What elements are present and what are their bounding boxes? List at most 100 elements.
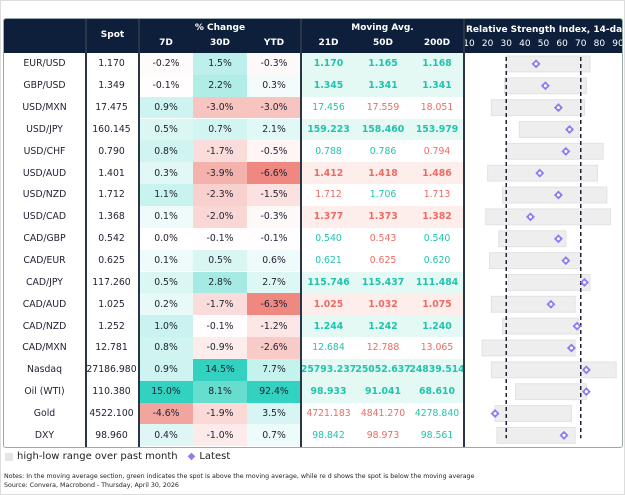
spot-value: 1.368 — [98, 211, 125, 223]
table-row: USD/MXN 17.475 0.9% -3.0% -3.0% 17.456 17.559 1… — [4, 96, 622, 119]
ma-21d-cell: 4721.183 — [306, 407, 351, 419]
change-30d-cell: -0.1% — [193, 315, 247, 337]
market-table: Spot % Change 7D 30D YTD Moving Avg. 21D… — [3, 18, 623, 448]
spot-value: 160.145 — [92, 123, 131, 135]
change-ytd-cell: 0.3% — [247, 74, 301, 97]
rsi-tick-label: 90 — [612, 39, 623, 49]
change-7d-cell: 0.5% — [139, 271, 193, 294]
ma-50d-cell: 91.041 — [356, 380, 410, 403]
rsi-marker-center — [582, 280, 586, 284]
change-ytd-cell: 3.5% — [247, 402, 301, 425]
ma-21d-cell: 25793.237 — [301, 358, 356, 381]
ma-50d-cell: 115.437 — [356, 271, 410, 294]
change-30d-cell: 2.2% — [193, 74, 247, 97]
range-swatch — [5, 452, 13, 461]
ma-21d-cell: 1.025 — [301, 293, 356, 316]
ma-21d-cell: 0.540 — [315, 233, 342, 245]
change-7d-cell: 0.1% — [139, 249, 193, 272]
change-7d-cell: 0.4% — [139, 424, 193, 447]
table-row: CAD/GBP 0.542 0.0% -0.1% -0.1% 0.540 0.543 0.54… — [4, 227, 622, 250]
table-row: CAD/EUR 0.625 0.1% 0.5% 0.6% 0.621 0.625 0.620 — [4, 249, 622, 272]
instrument-name: CAD/EUR — [23, 255, 66, 267]
table-row: USD/AUD 1.401 0.3% -3.9% -6.6% 1.412 1.418 1.48… — [4, 162, 622, 185]
spot-value: 0.625 — [98, 255, 125, 267]
instrument-name: CAD/MXN — [22, 342, 67, 354]
rsi-range-bar — [507, 274, 591, 291]
spot-value: 27186.980 — [86, 364, 137, 376]
ma-200d-cell: 98.561 — [420, 429, 454, 441]
rsi-marker-center — [556, 106, 560, 110]
rsi-marker-center — [493, 412, 497, 416]
change-ytd-cell: -0.5% — [247, 140, 301, 163]
divider — [138, 19, 140, 447]
change-ytd-cell: -1.2% — [247, 315, 301, 337]
ma-21d-cell: 159.223 — [301, 118, 356, 141]
header-30d: 30D — [210, 38, 230, 48]
rsi-tick-label: 40 — [519, 39, 531, 49]
change-30d-cell: 2.8% — [193, 271, 247, 294]
spot-value: 0.790 — [98, 145, 125, 157]
ma-200d-cell: 1.341 — [410, 74, 464, 97]
spot-value: 1.252 — [98, 320, 125, 332]
change-30d-cell: -1.7% — [193, 140, 247, 163]
change-30d-cell: -1.0% — [193, 424, 247, 447]
ma-50d-cell: 1.706 — [369, 189, 397, 201]
ma-200d-cell: 1.075 — [410, 293, 464, 316]
ma-200d-cell: 0.620 — [423, 255, 451, 267]
ma-50d-cell: 1.373 — [356, 205, 410, 228]
divider — [85, 19, 87, 447]
rsi-range-bar — [485, 208, 612, 226]
ma-200d-cell: 1.240 — [410, 315, 464, 337]
rsi-chart — [481, 55, 617, 444]
change-30d-cell: -0.9% — [193, 337, 247, 359]
ma-200d-cell: 111.484 — [410, 271, 464, 294]
spot-value: 1.401 — [98, 167, 125, 179]
change-ytd-cell: 2.1% — [247, 118, 301, 141]
change-7d-cell: 0.8% — [139, 337, 193, 359]
table-row: GBP/USD 1.349 -0.1% 2.2% 0.3% 1.345 1.341 1.341 — [4, 74, 622, 97]
ma-50d-cell: 12.788 — [366, 342, 400, 354]
change-7d-cell: 0.3% — [139, 162, 193, 185]
change-30d-cell: 0.7% — [193, 118, 247, 141]
header-ytd: YTD — [263, 38, 285, 48]
ma-200d-cell: 1.486 — [410, 162, 464, 185]
ma-50d-cell: 158.460 — [356, 118, 410, 141]
rsi-marker-center — [564, 259, 568, 263]
instrument-name: Oil (WTI) — [24, 386, 65, 398]
rsi-marker-center — [564, 149, 568, 153]
instrument-name: USD/JPY — [26, 123, 63, 135]
ma-21d-cell: 1.412 — [301, 162, 356, 185]
table-row: DXY 98.960 0.4% -1.0% 0.7% 98.842 98.973 98.561 — [4, 424, 622, 447]
instrument-name: EUR/USD — [23, 58, 66, 70]
instrument-name: CAD/NZD — [22, 320, 67, 332]
change-ytd-cell: 92.4% — [247, 380, 301, 403]
ma-200d-cell: 153.979 — [410, 118, 464, 141]
rsi-range-bar — [481, 339, 576, 357]
notes-text: Notes: In the moving average section, gr… — [4, 473, 475, 480]
change-ytd-cell: -3.0% — [247, 96, 301, 119]
rsi-range-bar — [496, 426, 576, 444]
source-text: Source: Convera, Macrobond - Thursday, A… — [4, 482, 179, 489]
instrument-name: USD/AUD — [22, 167, 67, 179]
change-ytd-cell: 7.7% — [247, 358, 301, 381]
change-ytd-cell: -1.5% — [247, 184, 301, 206]
header-200d: 200D — [423, 38, 451, 48]
rsi-tick-label: 30 — [500, 39, 512, 49]
change-ytd-cell: -6.6% — [247, 162, 301, 185]
instrument-name: DXY — [34, 429, 55, 441]
change-30d-cell: -3.0% — [193, 96, 247, 119]
divider — [463, 19, 465, 447]
change-7d-cell: 0.8% — [139, 140, 193, 163]
change-ytd-cell: 0.6% — [247, 249, 301, 272]
header-7d: 7D — [159, 38, 173, 48]
instrument-name: Nasdaq — [27, 364, 62, 376]
spot-value: 1.712 — [98, 189, 125, 201]
spot-value: 1.349 — [98, 80, 125, 92]
rsi-tick-label: 70 — [575, 39, 587, 49]
ma-21d-cell: 0.621 — [315, 255, 342, 267]
rsi-marker-center — [584, 390, 588, 394]
rsi-marker-center — [528, 215, 532, 219]
change-30d-cell: -2.3% — [193, 184, 247, 206]
ma-50d-cell: 1.418 — [356, 162, 410, 185]
instrument-name: CAD/AUD — [22, 298, 67, 310]
